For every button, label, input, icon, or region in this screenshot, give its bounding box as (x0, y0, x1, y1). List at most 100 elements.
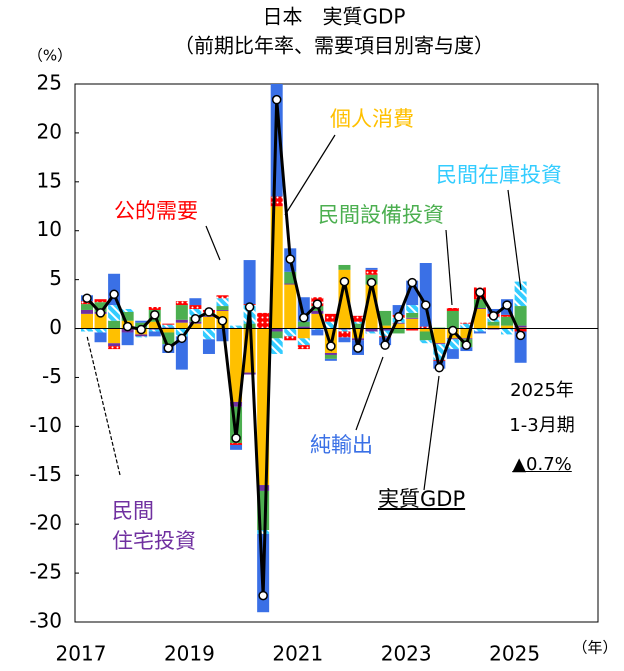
gdp-point (190, 314, 201, 324)
bar-segment (473, 299, 486, 309)
x-tick-label: 2019 (164, 642, 215, 666)
bar-segment (121, 308, 134, 312)
label-public: 公的需要 (114, 199, 198, 223)
x-tick-label: 2023 (381, 642, 432, 666)
bar-segment (352, 321, 364, 324)
bar-segment (501, 328, 514, 335)
bar-segment (392, 322, 405, 324)
bar-segment (108, 346, 121, 350)
bar-segment (352, 323, 364, 329)
bar-segment (460, 322, 473, 324)
bar-segment (365, 269, 378, 275)
x-tick-label: 2021 (272, 642, 323, 666)
bar-segment (433, 343, 446, 345)
bar-segment (189, 308, 202, 317)
bar-segment (162, 332, 175, 345)
bar-segment (230, 444, 243, 450)
bar-segment (297, 345, 310, 350)
arrow (355, 356, 384, 431)
gdp-point (488, 311, 499, 321)
bar-segment (230, 401, 243, 407)
gdp-point (461, 340, 472, 350)
bar-segment (501, 314, 514, 317)
bar-segment (270, 196, 283, 207)
bar-segment (324, 358, 337, 361)
bar-segment (406, 328, 419, 331)
bar-segment (270, 331, 283, 339)
label-net-exports: 純輸出 (310, 433, 373, 457)
bar-segment (501, 325, 514, 329)
plot-frame (74, 83, 599, 623)
bar-segment (419, 328, 432, 332)
bar-segment (473, 308, 486, 329)
bar-segment (108, 305, 121, 321)
bar-segment (135, 320, 148, 323)
bar-segment (365, 331, 378, 334)
bar-segment (392, 328, 405, 334)
gdp-point (502, 300, 512, 310)
gdp-point (285, 254, 295, 264)
bar-segment (230, 442, 243, 445)
x-tick-label: 2017 (56, 642, 107, 666)
bar-segment (338, 264, 351, 270)
bar-segment (311, 310, 324, 314)
bar-segment (487, 325, 500, 329)
bar-segment (257, 485, 270, 491)
bar-segment (270, 338, 283, 354)
gdp-point (109, 289, 119, 300)
bar-segment (514, 306, 527, 326)
bar-segment (284, 284, 297, 329)
bar-segment (514, 325, 527, 328)
bar-segment (419, 340, 432, 344)
bar-segment (514, 331, 527, 363)
bar-segment (81, 313, 93, 329)
gdp-point (475, 287, 485, 298)
bar-segment (392, 305, 405, 315)
bar-segment (257, 312, 270, 329)
bar-segment (257, 530, 270, 534)
bar-segment (189, 323, 202, 329)
note-year: 2025年 (510, 380, 574, 401)
bar-segment (460, 328, 473, 339)
bar-segment (284, 328, 297, 337)
label-gdp: 実質GDP (378, 487, 466, 511)
gdp-point (366, 277, 377, 288)
bar-segment (338, 337, 351, 343)
gdp-point (353, 343, 363, 353)
bar-segment (230, 325, 243, 329)
line-layer (82, 94, 526, 601)
x-unit: （年） (572, 639, 617, 657)
note-period: 1-3月期 (509, 415, 575, 436)
bar-segment (446, 338, 459, 340)
bar-segment (446, 308, 459, 311)
label-inventory: 民間在庫投資 (436, 163, 562, 187)
y-tick-label: -10 (29, 413, 62, 437)
bar-segment (297, 338, 310, 346)
bar-segment (108, 328, 121, 344)
bar-segment (433, 359, 446, 361)
gdp-point (407, 277, 417, 288)
bar-segment (311, 329, 324, 336)
bar-segment (121, 332, 134, 346)
gdp-point (448, 325, 458, 336)
bar-segment (324, 353, 337, 355)
arrow (423, 375, 440, 491)
note-value: ▲0.7% (512, 454, 572, 475)
bar-segment (352, 328, 364, 339)
bar-segment (162, 323, 175, 325)
bar-segment (148, 329, 161, 332)
y-tick-label: -15 (29, 462, 62, 486)
bar-segment (324, 354, 337, 359)
bar-segment (175, 336, 188, 370)
bar-segment (487, 321, 500, 326)
bar-segment (365, 267, 378, 270)
bar-segment (324, 321, 337, 329)
bar-segment (148, 331, 161, 337)
bar-segment (446, 339, 459, 350)
bar-segment (446, 349, 459, 359)
gdp-point (515, 330, 526, 341)
gdp-point (82, 293, 92, 303)
bar-segment (473, 308, 486, 309)
bar-segment (121, 311, 134, 321)
label-housing: 民間 住宅投資 (112, 499, 196, 553)
